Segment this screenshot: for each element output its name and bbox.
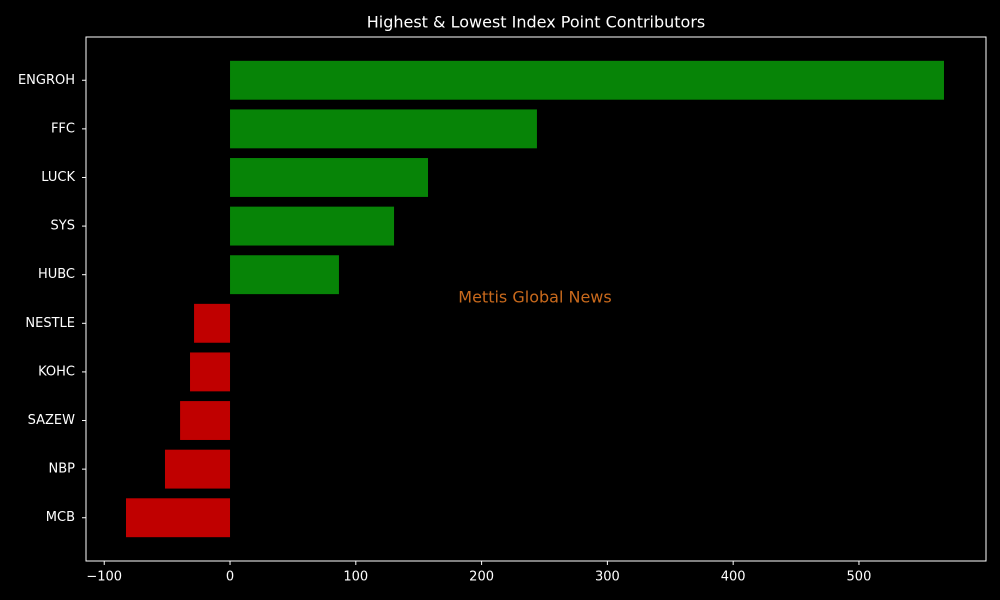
x-tick-label: −100 <box>86 570 122 585</box>
x-tick-label: 100 <box>343 570 368 585</box>
x-tick-label: 0 <box>226 570 234 585</box>
annotation: Mettis Global News <box>458 288 611 307</box>
y-tick-label: NESTLE <box>25 316 75 331</box>
y-tick-label: FFC <box>51 121 75 136</box>
y-tick-label: ENGROH <box>18 73 75 88</box>
plot-frame <box>85 36 987 562</box>
y-tick-label: KOHC <box>38 364 75 379</box>
y-tick-label: SAZEW <box>28 413 76 428</box>
bar <box>164 449 231 489</box>
y-tick-label: MCB <box>46 510 75 525</box>
chart-title: Highest & Lowest Index Point Contributor… <box>367 13 706 32</box>
bar <box>230 158 429 197</box>
y-tick-label: NBP <box>49 462 76 477</box>
bar <box>230 255 339 295</box>
x-tick-label: 300 <box>595 570 620 585</box>
y-tick-label: HUBC <box>38 267 75 282</box>
bar <box>190 352 231 392</box>
x-tick-label: 500 <box>847 570 872 585</box>
y-tick-label: LUCK <box>41 170 75 185</box>
x-tick-label: 400 <box>721 570 746 585</box>
bar <box>194 303 231 343</box>
bar <box>230 109 537 149</box>
bar <box>230 206 395 246</box>
bar <box>126 498 231 538</box>
x-tick-label: 200 <box>469 570 494 585</box>
bar <box>230 60 944 100</box>
y-tick-label: SYS <box>51 219 75 234</box>
bar <box>180 401 231 440</box>
